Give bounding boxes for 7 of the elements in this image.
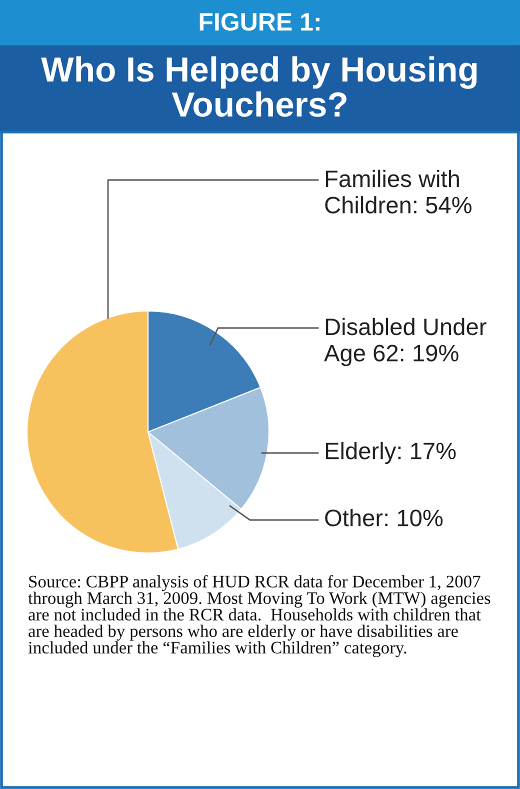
source-note: Source: CBPP analysis of HUD RCR data for December 1, 2007 through March 31, 2009. Most Moving To Work (MTW) agencies are not included in the RCR data. Households with children that are headed by persons who are elderly or have disabilities are included under the “Families with Children” category. [28,575,490,658]
slice-label: Disabled Under Age 62: 19% [324,318,486,366]
chart-subtitle: Who Is Helped by Housing Vouchers? [41,56,477,117]
slice-label: Other: 10% [325,508,443,526]
slice-label: Families with Children: 54% [325,170,472,214]
slice-label: Elderly: 17% [326,442,456,464]
chart-title: FIGURE 1: [200,13,320,31]
